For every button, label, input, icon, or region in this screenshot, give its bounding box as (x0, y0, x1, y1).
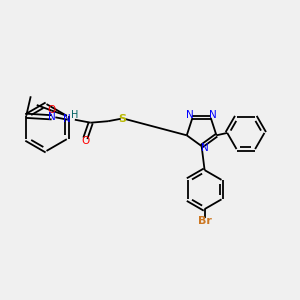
Text: H: H (70, 110, 78, 120)
Text: N: N (63, 113, 71, 124)
Text: S: S (118, 114, 127, 124)
Text: N: N (48, 112, 56, 122)
Text: O: O (47, 105, 55, 116)
Text: N: N (201, 142, 208, 153)
Text: Br: Br (198, 215, 212, 226)
Text: N: N (209, 110, 217, 121)
Text: N: N (186, 110, 194, 121)
Text: O: O (81, 136, 89, 146)
